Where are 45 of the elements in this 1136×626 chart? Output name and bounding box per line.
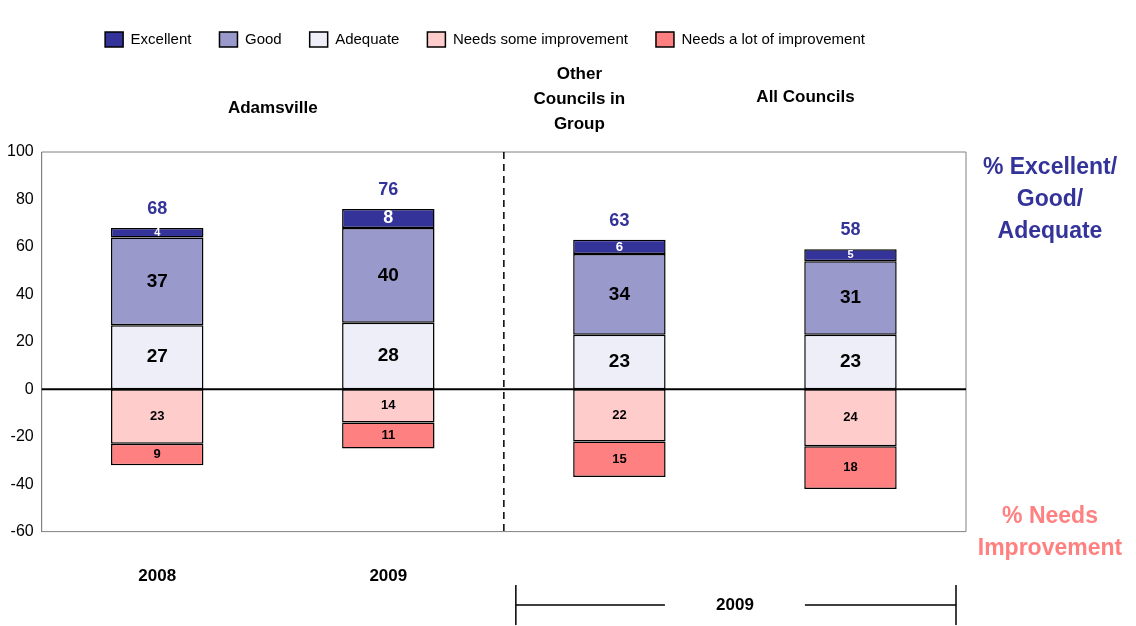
data-label: 11 (381, 427, 396, 443)
data-label: 15 (612, 450, 627, 466)
y-tick-label: -20 (10, 427, 34, 445)
annotation: 68 (147, 197, 168, 218)
data-label: 24 (843, 409, 859, 425)
y-tick-label: 100 (6, 142, 34, 160)
data-label: 40 (377, 263, 399, 285)
data-label: 27 (146, 345, 168, 367)
data-label: 31 (839, 286, 862, 308)
data-label: 22 (612, 406, 627, 422)
legend-label: Needs some improvement (452, 29, 629, 47)
text: % Needs Improvement (977, 502, 1123, 561)
text: All Councils (756, 86, 855, 106)
legend-label: Good (244, 29, 282, 47)
data-label: 37 (146, 269, 168, 291)
text: 2009 (716, 594, 754, 614)
annotation: 76 (378, 178, 399, 199)
annotation: 58 (840, 219, 861, 240)
text: Other Councils in Group (533, 63, 626, 133)
y-tick-label: -40 (10, 474, 34, 492)
data-label: 6 (615, 238, 624, 254)
x-tick-label: 2008 (138, 566, 177, 586)
data-label: 5 (847, 248, 854, 261)
legend-label: Needs a lot of improvement (681, 29, 866, 47)
y-tick-label: -60 (10, 522, 34, 540)
data-label: 8 (383, 207, 394, 228)
y-tick-label: 0 (24, 379, 34, 397)
legend-label: Adequate (335, 29, 400, 47)
data-label: 18 (843, 459, 858, 475)
y-tick-label: 20 (15, 332, 34, 350)
text: % Excellent/ Good/ Adequate (982, 153, 1118, 244)
data-label: 23 (608, 350, 630, 372)
annotation: 63 (609, 209, 630, 230)
legend-label: Excellent (130, 29, 193, 47)
data-label: 34 (608, 282, 631, 304)
y-tick-label: 40 (15, 284, 34, 302)
y-tick-label: 60 (15, 237, 34, 255)
y-tick-label: 80 (15, 189, 34, 207)
data-label: 14 (381, 397, 397, 413)
data-label: 28 (377, 344, 399, 366)
data-label: 23 (150, 408, 165, 424)
text: Adamsville (227, 97, 318, 117)
data-label: 4 (154, 225, 162, 238)
data-label: 23 (839, 350, 862, 372)
data-label: 9 (153, 446, 161, 462)
